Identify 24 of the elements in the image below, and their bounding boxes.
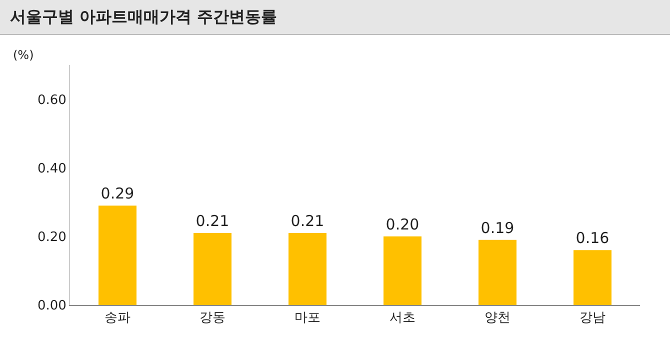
x-tick-label: 서초	[390, 310, 416, 326]
data-label: 0.21	[196, 212, 230, 230]
text: 0.40	[37, 161, 66, 176]
bar	[574, 250, 612, 305]
text: 0.00	[37, 298, 66, 314]
text: 0.20	[37, 230, 66, 245]
x-tick-label: 양천	[484, 310, 510, 326]
data-label: 0.20	[386, 215, 420, 234]
bar	[288, 233, 326, 305]
text: 0.60	[37, 92, 66, 108]
chart-title: 서울구별 아파트매매가격 주간변동률	[0, 0, 670, 35]
bar	[98, 206, 136, 305]
x-tick-label: 강남	[580, 310, 606, 326]
bar	[384, 236, 422, 305]
data-label: 0.19	[480, 218, 514, 237]
x-tick-label: 마포	[294, 310, 320, 326]
bar	[478, 240, 516, 305]
x-tick-label: 강동	[200, 310, 226, 326]
data-label: 0.16	[576, 229, 610, 248]
data-label: 0.21	[290, 212, 324, 230]
data-label: 0.29	[100, 184, 134, 203]
x-tick-label: 송파	[104, 310, 130, 326]
y-axis-title: (%)	[13, 48, 34, 62]
bar	[194, 233, 232, 305]
